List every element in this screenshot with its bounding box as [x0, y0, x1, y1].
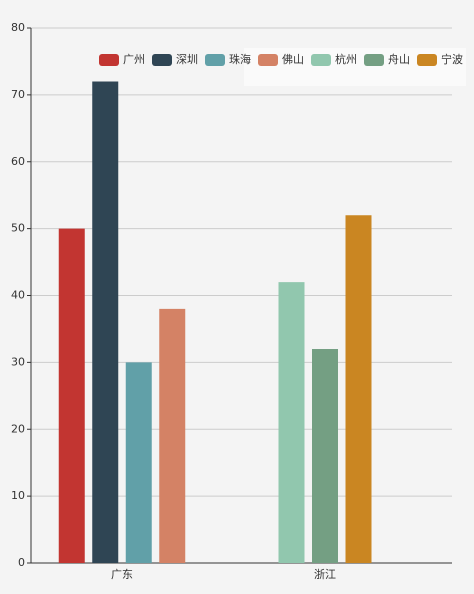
- legend-label: 广州: [123, 53, 145, 66]
- legend-swatch: [205, 54, 225, 66]
- legend-label: 杭州: [335, 52, 357, 66]
- bar: [159, 308, 186, 563]
- legend-label: 宁波: [441, 52, 463, 66]
- y-tick-label: 60: [11, 155, 25, 168]
- x-tick-label: 广东: [111, 568, 133, 581]
- y-tick-label: 80: [11, 21, 25, 34]
- x-tick-label: 浙江: [314, 568, 336, 581]
- bar: [278, 282, 305, 563]
- bar: [58, 228, 85, 563]
- y-tick-label: 50: [11, 222, 25, 235]
- legend-swatch: [311, 54, 331, 66]
- y-tick-label: 20: [11, 422, 25, 435]
- y-tick-label: 10: [11, 489, 25, 502]
- legend-label: 佛山: [282, 53, 304, 66]
- y-tick-label: 70: [11, 88, 25, 101]
- legend-label: 深圳: [176, 53, 198, 66]
- legend-label: 舟山: [388, 52, 410, 66]
- legend-swatch: [152, 54, 172, 66]
- bar: [345, 215, 372, 563]
- bar: [312, 349, 338, 563]
- y-tick-label: 0: [18, 556, 25, 569]
- y-tick-label: 40: [11, 289, 25, 302]
- legend-label: 珠海: [229, 52, 251, 66]
- legend-swatch: [99, 54, 119, 66]
- legend-swatch: [417, 54, 437, 66]
- legend-swatch: [364, 54, 384, 66]
- bar: [125, 362, 152, 563]
- legend-swatch: [258, 54, 278, 66]
- y-tick-label: 30: [11, 355, 25, 368]
- bar: [92, 81, 119, 563]
